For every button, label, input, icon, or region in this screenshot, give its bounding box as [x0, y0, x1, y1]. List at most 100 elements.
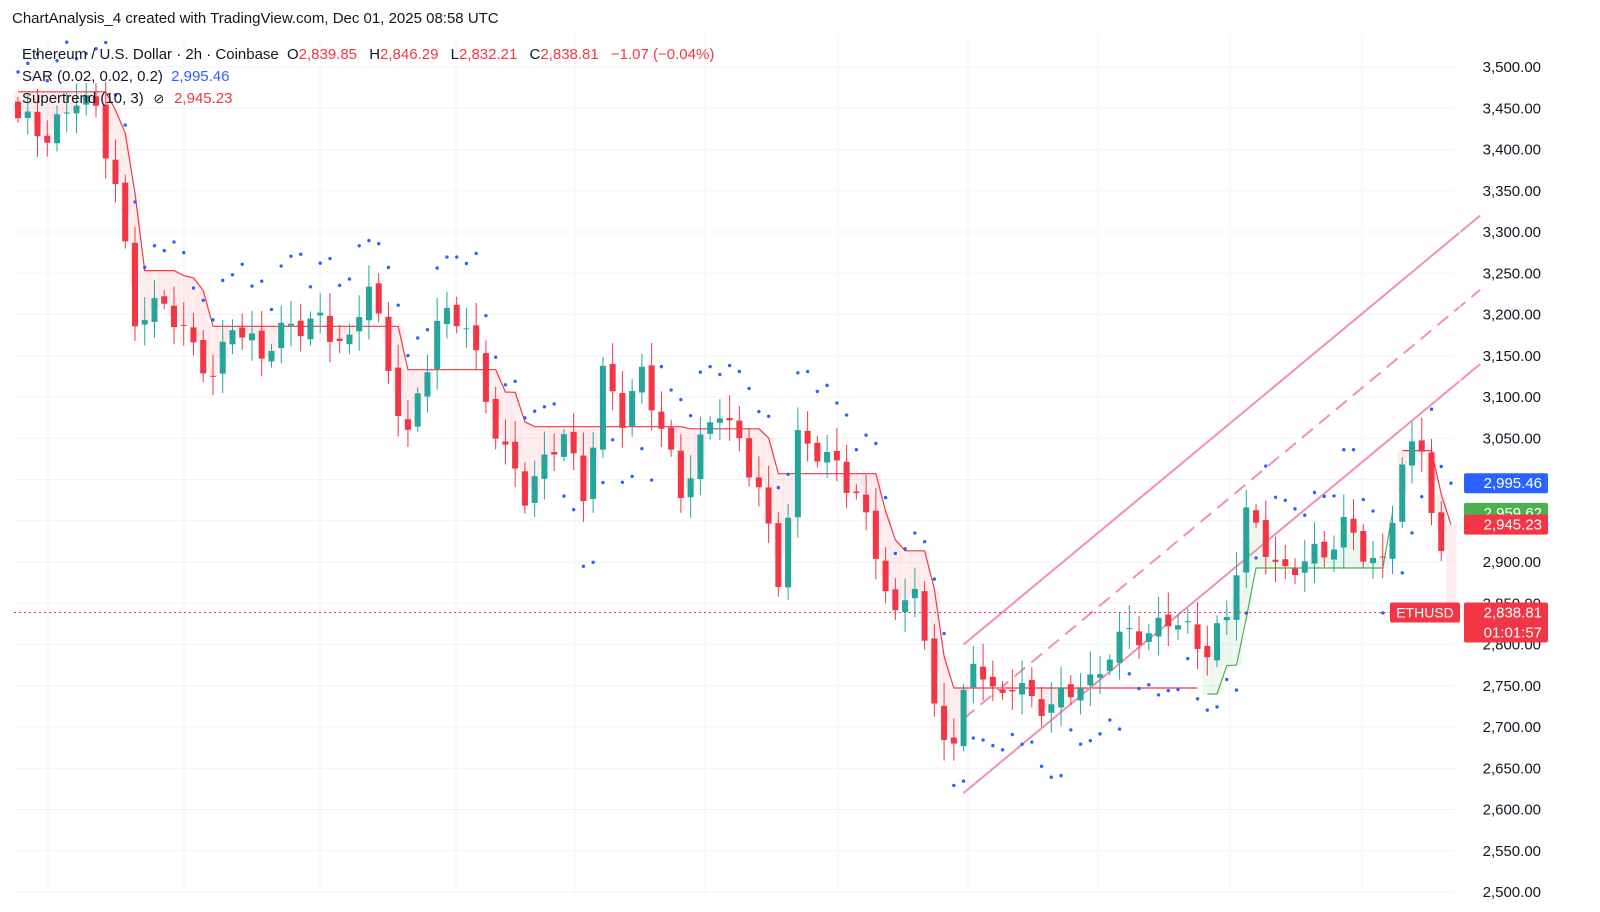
sar-dot	[211, 318, 215, 322]
sar-dot	[640, 446, 644, 451]
sar-dot	[1098, 732, 1102, 736]
sar-dot	[1215, 705, 1219, 709]
candle-body	[775, 523, 782, 587]
candle-body	[1223, 616, 1230, 621]
candle-body	[161, 296, 168, 304]
candle-body	[833, 450, 840, 461]
candle-body	[638, 366, 645, 393]
candle-body	[434, 320, 441, 370]
sar-dot	[523, 416, 527, 420]
sar-dot	[1225, 677, 1229, 682]
sar-dot	[1137, 686, 1141, 691]
sar-dot	[679, 397, 683, 402]
candle-body	[707, 422, 714, 434]
sar-dot	[318, 261, 322, 265]
regression-channel[interactable]	[962, 214, 1481, 794]
sar-dot	[1410, 531, 1414, 535]
sar-dot	[1303, 513, 1307, 517]
sar-dot	[805, 369, 810, 374]
sar-dot	[1176, 687, 1180, 692]
legend-sar-row[interactable]: SAR (0.02, 0.02, 0.2) 2,995.46	[22, 68, 233, 85]
sar-dot	[552, 402, 556, 406]
candle-body	[1330, 549, 1338, 560]
sar-dot	[376, 242, 381, 246]
chart-watermark: ChartAnalysis_4 created with TradingView…	[12, 10, 499, 27]
sar-dot	[1010, 732, 1015, 737]
candle-body	[1058, 687, 1065, 708]
sar-dot	[1429, 407, 1434, 411]
price-axis-tick-label: 2,650.00	[1483, 760, 1541, 777]
price-axis[interactable]: 3,500.00 3,450.00 3,400.00 3,350.00 3,300.00…	[1459, 34, 1541, 901]
channel-median-line	[962, 288, 1481, 720]
candle-body	[34, 111, 41, 137]
candle-body	[1087, 674, 1094, 686]
sar-dot	[94, 47, 98, 51]
legend-symbol-row: Ethereum / U.S. Dollar · 2h · Coinbase O…	[22, 46, 718, 63]
sar-dot	[1069, 728, 1073, 732]
sar-dot	[718, 372, 722, 377]
candle-body	[24, 111, 31, 119]
legend-high-label: H	[369, 46, 381, 63]
candle-body	[1038, 699, 1045, 716]
legend-symbol[interactable]: Ethereum / U.S. Dollar · 2h · Coinbase	[22, 46, 279, 63]
legend-low-value: 2,832.21	[458, 46, 518, 63]
candle-body	[541, 454, 548, 479]
candle-body	[131, 242, 139, 327]
sar-dot	[991, 743, 995, 748]
sar-dot	[835, 401, 839, 405]
legend-sar-value: 2,995.46	[171, 68, 230, 85]
candle-body	[1292, 568, 1299, 576]
sar-dot	[1088, 738, 1093, 743]
sar-dot	[240, 262, 244, 266]
sar-dot	[113, 93, 118, 97]
sar-dot	[562, 494, 566, 498]
sar-dot	[84, 51, 88, 56]
sar-dot	[922, 539, 927, 544]
candle-body	[853, 491, 860, 494]
price-axis-tick-label: 2,900.00	[1483, 554, 1541, 571]
price-axis-tick-label: 2,750.00	[1483, 678, 1541, 695]
price-axis-tick-label: 3,100.00	[1483, 389, 1541, 406]
sar-dot	[620, 480, 625, 484]
candle-body	[1369, 557, 1377, 564]
candle-body	[716, 418, 723, 423]
supertrend-fill-segment	[120, 133, 131, 212]
sar-dot	[1000, 748, 1005, 752]
sar-dot	[698, 370, 703, 374]
sar-dot	[1108, 718, 1112, 722]
current-price-tag-bg	[1464, 602, 1548, 643]
sar-dot	[1342, 448, 1346, 452]
sar-dot	[591, 560, 595, 565]
sar-dot	[903, 547, 907, 551]
candle-body	[765, 487, 772, 524]
candle-body	[180, 324, 187, 326]
sar-dot	[65, 40, 69, 44]
sar-dot	[172, 240, 176, 244]
candle-body	[258, 330, 265, 359]
sar-dot	[337, 283, 342, 288]
candle-body	[502, 441, 509, 445]
candle-body	[697, 434, 704, 480]
candle-body	[1106, 659, 1113, 671]
sar-dot	[844, 413, 849, 417]
candle-body	[346, 334, 353, 345]
candle-body	[200, 340, 207, 374]
candlestick-series	[14, 82, 1455, 761]
candle-body	[248, 333, 255, 341]
sar-dot	[815, 389, 820, 394]
candle-body	[726, 418, 733, 421]
candle-body	[1155, 617, 1162, 637]
candle-body	[141, 320, 148, 325]
candle-body	[1233, 575, 1240, 620]
sar-dot	[1420, 494, 1424, 499]
sar-dot	[1351, 447, 1356, 452]
sar-dot	[104, 40, 108, 45]
supertrend-down-price-tag: 2,945.23	[1484, 517, 1542, 534]
legend-supertrend-row[interactable]: Supertrend (10, 3) ⊘ 2,945.23	[22, 90, 236, 107]
supertrend-fill-segment	[1446, 524, 1457, 613]
sar-dot	[1283, 498, 1287, 502]
price-axis-tick-label: 3,200.00	[1483, 307, 1541, 324]
sar-dot	[1449, 481, 1453, 485]
eye-off-icon[interactable]: ⊘	[153, 91, 165, 106]
